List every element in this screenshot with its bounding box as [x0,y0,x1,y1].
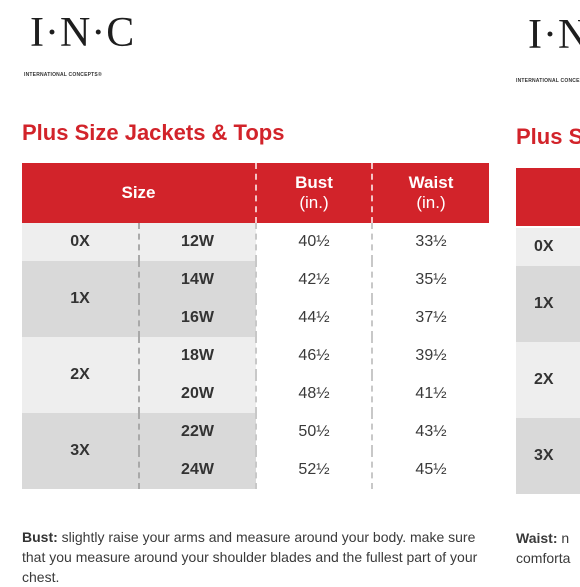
table-row: 2X 18W 46½ 39½ [22,337,489,413]
brand-logo: I·N·C [30,10,136,56]
waist-cell: 33½ [372,223,489,261]
table-row: 16W 44½ 37½ [22,299,489,337]
brand-tagline: INTERNATIONAL CONCEPTS® [516,78,580,84]
note-text: slightly raise your arms and measure aro… [22,529,478,585]
header-bust-label: Bust [295,172,333,192]
note-label: Bust: [22,529,58,545]
plus-size-cell: 2X [516,342,580,418]
note-text-line2: comforta [516,550,571,566]
bust-cell: 50½ [256,413,373,451]
header-waist-label: Waist [408,172,454,192]
plus-size-cell: 3X [516,418,580,494]
bust-cell: 46½ [256,337,373,375]
plus-size-cell: 0X [516,228,580,266]
brand-tagline: INTERNATIONAL CONCEPTS® [24,72,102,78]
header-size: Size [22,163,256,223]
women-size-cell: 20W [139,375,257,413]
bust-cell: 52½ [256,451,373,489]
size-chart-panel: I·N·C INTERNATIONAL CONCEPTS® Plus Size … [22,10,489,585]
table-row: 24W 52½ 45½ [22,451,489,489]
waist-cell: 43½ [372,413,489,451]
brand-logo: I·N·C [528,12,580,58]
bust-cell: 48½ [256,375,373,413]
bust-cell: 40½ [256,223,373,261]
women-size-cell: 18W [139,337,257,375]
women-size-cell: 16W [139,299,257,337]
chart-title: Plus Size Jackets & Tops [22,120,285,145]
plus-size-cell: 3X [22,413,140,489]
waist-cell: 45½ [372,451,489,489]
women-size-cell: 12W [139,223,257,261]
table-row: 1X 14W 42½ 35½ [22,261,489,337]
measurement-note: Bust: slightly raise your arms and measu… [22,527,502,587]
header-waist-unit: (in.) [416,193,446,212]
table-row: 3X 22W 50½ 43½ [22,413,489,489]
header-waist: Waist (in.) [371,163,489,223]
note-label: Waist: [516,530,558,546]
plus-size-cell: 1X [516,266,580,342]
size-chart-panel-cropped: I·N·C INTERNATIONAL CONCEPTS® Plus S 0X … [512,0,580,580]
size-table: Size Bust (in.) Waist (in.) 0X 12W 40½ 3… [22,163,489,489]
waist-cell: 39½ [372,337,489,375]
plus-size-cell: 0X [22,223,140,261]
waist-cell: 37½ [372,299,489,337]
bust-cell: 44½ [256,299,373,337]
note-text: n [557,530,570,546]
header-bust: Bust (in.) [255,163,372,223]
header-bust-unit: (in.) [299,193,329,212]
table-header-row [516,168,580,226]
women-size-cell: 24W [139,451,257,489]
plus-size-cell: 2X [22,337,140,413]
chart-title: Plus S [516,124,580,149]
women-size-cell: 22W [139,413,257,451]
women-size-cell: 14W [139,261,257,299]
bust-cell: 42½ [256,261,373,299]
table-row: 20W 48½ 41½ [22,375,489,413]
measurement-note: Waist: n comforta [516,528,580,568]
table-row: 0X 12W 40½ 33½ [22,223,489,261]
waist-cell: 41½ [372,375,489,413]
plus-size-cell: 1X [22,261,140,337]
waist-cell: 35½ [372,261,489,299]
table-header-row: Size Bust (in.) Waist (in.) [22,163,489,223]
